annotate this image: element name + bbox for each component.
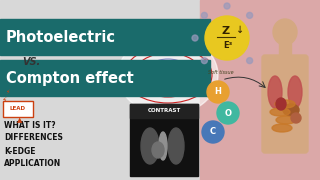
Bar bbox=[200, 0, 320, 180]
Ellipse shape bbox=[276, 116, 296, 124]
Text: VS.: VS. bbox=[22, 57, 40, 67]
Circle shape bbox=[166, 88, 170, 92]
Text: Compton effect: Compton effect bbox=[6, 71, 134, 86]
Circle shape bbox=[247, 58, 252, 64]
Text: H: H bbox=[215, 87, 221, 96]
Ellipse shape bbox=[273, 19, 297, 45]
Text: ↓: ↓ bbox=[236, 25, 244, 35]
Circle shape bbox=[201, 58, 207, 64]
Bar bbox=[0, 19, 210, 55]
Circle shape bbox=[205, 16, 249, 60]
Ellipse shape bbox=[270, 108, 290, 116]
FancyBboxPatch shape bbox=[3, 101, 33, 117]
Bar bbox=[0, 0, 200, 180]
Bar bbox=[130, 104, 198, 118]
Text: ⚡: ⚡ bbox=[5, 89, 9, 94]
Text: ▲: ▲ bbox=[17, 117, 23, 123]
Circle shape bbox=[164, 71, 172, 79]
Ellipse shape bbox=[168, 128, 184, 164]
Circle shape bbox=[201, 12, 207, 18]
Ellipse shape bbox=[141, 128, 159, 164]
Circle shape bbox=[137, 62, 140, 66]
Circle shape bbox=[192, 35, 198, 41]
Bar bbox=[130, 104, 198, 176]
Text: APPLICATION: APPLICATION bbox=[4, 159, 61, 168]
Ellipse shape bbox=[268, 76, 282, 108]
Text: WHAT IS IT?: WHAT IS IT? bbox=[4, 120, 56, 129]
Circle shape bbox=[217, 102, 239, 124]
Ellipse shape bbox=[283, 104, 299, 116]
FancyBboxPatch shape bbox=[262, 55, 308, 153]
Ellipse shape bbox=[275, 100, 295, 108]
Bar bbox=[0, 60, 210, 96]
Ellipse shape bbox=[159, 132, 167, 160]
Circle shape bbox=[207, 81, 229, 103]
Text: DIFFERENCES: DIFFERENCES bbox=[4, 134, 63, 143]
Circle shape bbox=[204, 59, 208, 63]
Circle shape bbox=[224, 3, 230, 9]
Text: O: O bbox=[225, 109, 231, 118]
Ellipse shape bbox=[288, 76, 302, 108]
Text: ⚡: ⚡ bbox=[1, 96, 6, 105]
Text: Photoelectric: Photoelectric bbox=[6, 30, 116, 44]
Text: E³: E³ bbox=[223, 40, 233, 50]
Ellipse shape bbox=[291, 113, 301, 123]
Text: LEAD: LEAD bbox=[10, 107, 26, 111]
Ellipse shape bbox=[272, 124, 292, 132]
Text: K-EDGE: K-EDGE bbox=[4, 147, 36, 156]
Text: Z: Z bbox=[222, 26, 230, 36]
Circle shape bbox=[202, 121, 224, 143]
Bar bbox=[279, 38, 291, 60]
Text: Soft tissue: Soft tissue bbox=[208, 71, 234, 75]
Circle shape bbox=[247, 12, 252, 18]
Ellipse shape bbox=[118, 35, 218, 115]
Ellipse shape bbox=[276, 98, 286, 110]
Text: CONTRAST: CONTRAST bbox=[148, 109, 180, 114]
Text: C: C bbox=[210, 127, 216, 136]
Ellipse shape bbox=[152, 142, 164, 158]
